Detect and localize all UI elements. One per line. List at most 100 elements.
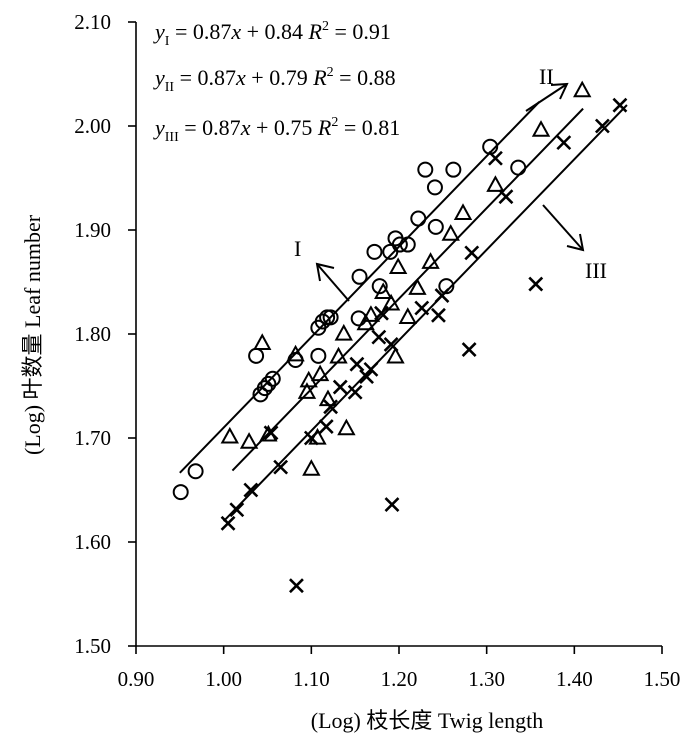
point-cross [464, 245, 480, 261]
point-cross [263, 425, 279, 441]
point-triangle [421, 252, 440, 269]
point-circle [399, 236, 416, 253]
equation-I: yI = 0.87x + 0.84 R2 = 0.91 [153, 19, 391, 49]
point-cross [414, 300, 430, 316]
point-circle [314, 313, 331, 330]
point-circle [248, 347, 265, 364]
y-tick-label: 1.70 [74, 426, 111, 450]
point-circle [438, 278, 455, 295]
point-triangle [310, 364, 330, 382]
point-cross [347, 384, 363, 400]
fit-line-I [179, 101, 540, 474]
point-triangle [337, 418, 356, 436]
line-label-II: II [525, 64, 569, 112]
point-cross [384, 497, 400, 512]
point-triangle [253, 333, 272, 350]
point-circle [391, 236, 408, 253]
x-tick-label: 0.90 [118, 667, 155, 691]
point-circle [172, 484, 189, 501]
point-triangle [286, 344, 305, 362]
point-circle [351, 268, 368, 285]
point-triangle [220, 426, 239, 444]
point-triangle [374, 282, 393, 299]
line-label-I: I [294, 236, 350, 302]
point-cross [303, 430, 319, 446]
point-triangle [573, 80, 592, 98]
label-I-text: I [294, 236, 301, 261]
point-triangle [388, 257, 408, 275]
y-tick-label: 1.50 [74, 634, 111, 658]
equation-II: yII = 0.87x + 0.79 R2 = 0.88 [153, 65, 396, 95]
point-triangle [329, 346, 348, 364]
point-cross [289, 578, 304, 594]
point-triangle [408, 278, 427, 295]
point-cross [332, 379, 348, 395]
point-circle [256, 380, 273, 397]
x-tick-label: 1.20 [381, 667, 418, 691]
x-tick-label: 1.00 [205, 667, 242, 691]
point-circle [410, 210, 427, 227]
point-circle [310, 347, 327, 364]
point-cross [594, 118, 610, 134]
y-tick-label: 2.10 [74, 10, 111, 34]
point-triangle [486, 175, 505, 192]
point-circle [445, 161, 462, 178]
point-circle [366, 243, 383, 260]
point-cross [461, 342, 477, 358]
y-axis-label: (Log) 叶数量 Leaf number [20, 214, 45, 455]
plot-area: 0.90 1.00 1.10 1.20 1.30 1.40 1.50 1.50 1.60 1.70… [74, 10, 680, 691]
point-cross [556, 135, 572, 151]
x-axis-label: (Log) 枝长度 Twig length [311, 708, 543, 733]
point-triangle [334, 323, 353, 341]
point-circle [322, 309, 339, 326]
label-III-text: III [585, 258, 607, 283]
point-triangle [361, 305, 381, 322]
point-cross [349, 356, 365, 372]
y-tick-label: 1.60 [74, 530, 111, 554]
point-cross [318, 419, 334, 434]
x-tick-label: 1.50 [644, 667, 681, 691]
point-cross [243, 482, 259, 498]
point-circle [510, 159, 527, 176]
equation-III: yIII = 0.87x + 0.75 R2 = 0.81 [153, 115, 400, 145]
point-circle [260, 375, 277, 392]
x-tick-label: 1.30 [468, 667, 505, 691]
point-triangle [239, 432, 259, 449]
point-cross [612, 97, 628, 113]
point-triangle [297, 382, 317, 399]
point-circle [264, 370, 281, 387]
point-circle [427, 218, 444, 235]
point-cross [383, 336, 399, 352]
point-cross [488, 150, 503, 166]
point-cross [229, 502, 245, 518]
point-triangle [441, 224, 460, 241]
point-cross [363, 361, 379, 377]
point-circle [371, 278, 388, 295]
point-triangle [386, 346, 405, 364]
point-cross [220, 515, 236, 531]
point-circle [187, 463, 204, 480]
point-cross [323, 399, 339, 415]
point-cross [498, 189, 514, 205]
point-cross [431, 307, 446, 323]
point-cross [273, 459, 289, 475]
y-tick-label: 1.90 [74, 218, 111, 242]
point-triangle [356, 313, 375, 331]
point-circle [417, 161, 434, 178]
point-cross [528, 276, 544, 292]
x-tick-label: 1.40 [556, 667, 593, 691]
point-cross [371, 329, 387, 345]
y-tick-label: 2.00 [74, 114, 111, 138]
x-tick-label: 1.10 [293, 667, 330, 691]
point-triangle [398, 307, 417, 324]
point-circle [426, 179, 443, 196]
point-triangle [302, 459, 321, 476]
line-label-III: III [542, 204, 607, 283]
point-triangle [531, 120, 551, 137]
label-II-text: II [539, 64, 554, 89]
point-triangle [453, 203, 473, 220]
y-tick-label: 1.80 [74, 322, 111, 346]
point-cross [434, 288, 450, 303]
point-triangle [381, 293, 401, 311]
